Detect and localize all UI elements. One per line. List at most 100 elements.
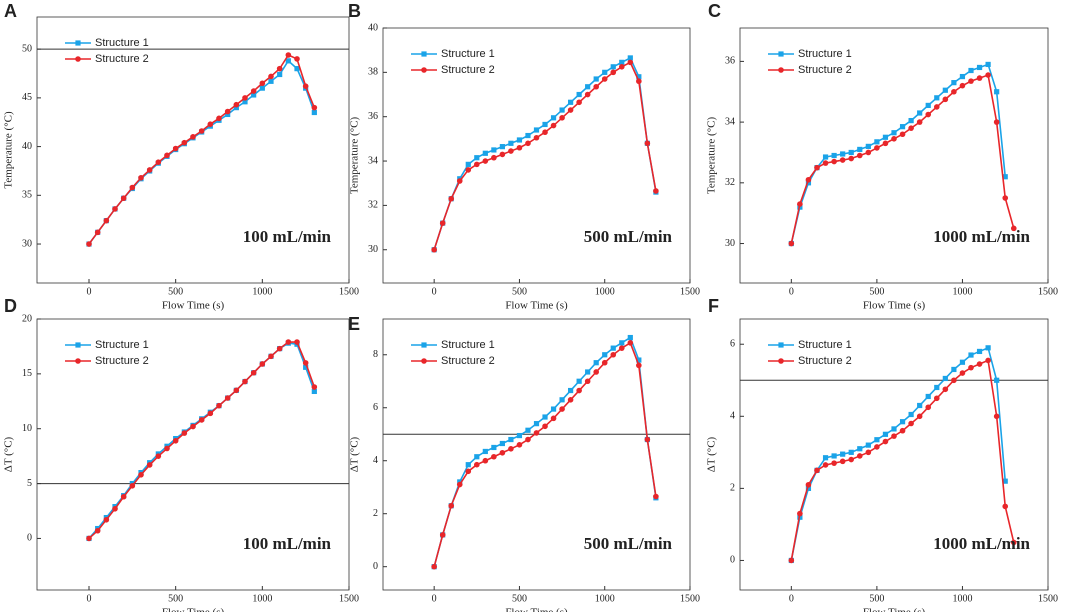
marker <box>959 359 966 365</box>
marker <box>899 419 906 425</box>
marker <box>474 161 480 168</box>
marker <box>857 146 863 153</box>
marker <box>491 154 497 161</box>
panel-letter: D <box>4 296 17 316</box>
marker <box>839 157 846 163</box>
marker <box>567 396 574 403</box>
marker <box>103 217 110 224</box>
marker <box>576 387 582 394</box>
marker <box>848 155 855 162</box>
marker <box>216 402 222 409</box>
marker <box>822 160 829 166</box>
marker <box>627 59 634 66</box>
marker <box>542 423 548 430</box>
marker <box>533 134 540 141</box>
y-tick-label: 35 <box>22 190 32 201</box>
marker <box>155 453 162 459</box>
marker <box>251 92 257 98</box>
marker <box>303 364 309 370</box>
plot-frame <box>36 318 350 591</box>
marker <box>576 99 582 106</box>
marker <box>985 357 991 364</box>
marker <box>636 74 642 80</box>
legend-marker <box>421 358 427 364</box>
panel-letter: E <box>348 314 360 334</box>
marker <box>550 115 557 121</box>
series-line <box>88 341 316 540</box>
y-tick-label: 2 <box>730 483 735 494</box>
marker <box>619 59 625 65</box>
panel-letter: C <box>708 1 721 21</box>
marker <box>934 384 940 391</box>
marker <box>908 117 914 124</box>
panel-letter: A <box>4 1 17 21</box>
marker <box>636 362 642 369</box>
marker <box>242 95 248 101</box>
marker <box>465 167 472 173</box>
marker <box>976 361 983 367</box>
marker <box>805 176 812 183</box>
marker <box>456 481 463 488</box>
annotation: 100 mL/min <box>243 227 332 246</box>
marker <box>1010 539 1017 546</box>
marker <box>985 345 991 351</box>
marker <box>908 411 914 418</box>
marker <box>508 436 514 443</box>
marker <box>788 557 795 564</box>
legend-marker <box>778 358 784 364</box>
marker <box>822 462 829 468</box>
marker <box>439 532 446 538</box>
annotation: 100 mL/min <box>243 534 332 553</box>
x-tick-label: 1000 <box>595 593 615 604</box>
marker <box>568 99 574 105</box>
marker <box>814 467 820 474</box>
panel: F 0 500 1000 1500 0 2 4 6 Flow Time (s) ΔT (°C) Str… <box>706 296 1058 612</box>
marker <box>610 345 616 351</box>
x-axis-label: Flow Time (s) <box>863 607 926 612</box>
panel: C 0 500 1000 1500 30 32 34 36 Flow Time (s) Temper… <box>706 1 1058 312</box>
marker <box>129 482 136 489</box>
marker <box>138 174 144 181</box>
marker <box>94 527 101 534</box>
marker <box>474 454 480 460</box>
marker <box>899 131 906 138</box>
x-tick-label: 500 <box>512 286 527 297</box>
marker <box>474 461 480 468</box>
marker <box>259 361 266 367</box>
marker <box>268 78 274 84</box>
y-axis-label: ΔT (°C) <box>3 436 15 472</box>
y-tick-label: 38 <box>368 67 378 78</box>
marker <box>916 413 923 420</box>
marker <box>865 149 872 156</box>
marker <box>925 393 931 400</box>
y-tick-label: 36 <box>725 56 735 67</box>
marker <box>968 67 974 74</box>
marker <box>993 413 1000 420</box>
marker <box>491 147 497 153</box>
marker <box>601 359 608 366</box>
marker <box>559 115 565 121</box>
marker <box>482 457 489 464</box>
marker <box>891 136 897 142</box>
x-tick-label: 500 <box>869 286 884 297</box>
series-line <box>433 336 657 567</box>
marker <box>968 78 974 84</box>
marker <box>285 52 292 58</box>
plot-frame <box>739 27 1049 284</box>
marker <box>190 134 196 140</box>
legend-label: Structure 1 <box>798 339 852 351</box>
marker <box>285 339 292 345</box>
marker <box>797 510 803 517</box>
legend-marker <box>778 342 784 348</box>
marker <box>525 436 531 443</box>
y-tick-label: 0 <box>373 561 378 572</box>
panel: B 0 500 1000 1500 30 32 34 36 38 40 Flow Time (s) Te… <box>348 1 700 312</box>
marker <box>250 88 257 94</box>
y-tick-label: 0 <box>27 533 32 544</box>
x-tick-label: 500 <box>168 286 183 297</box>
legend-marker <box>778 67 784 73</box>
marker <box>294 66 300 72</box>
annotation: 1000 mL/min <box>933 227 1030 246</box>
x-tick-label: 0 <box>432 593 437 604</box>
